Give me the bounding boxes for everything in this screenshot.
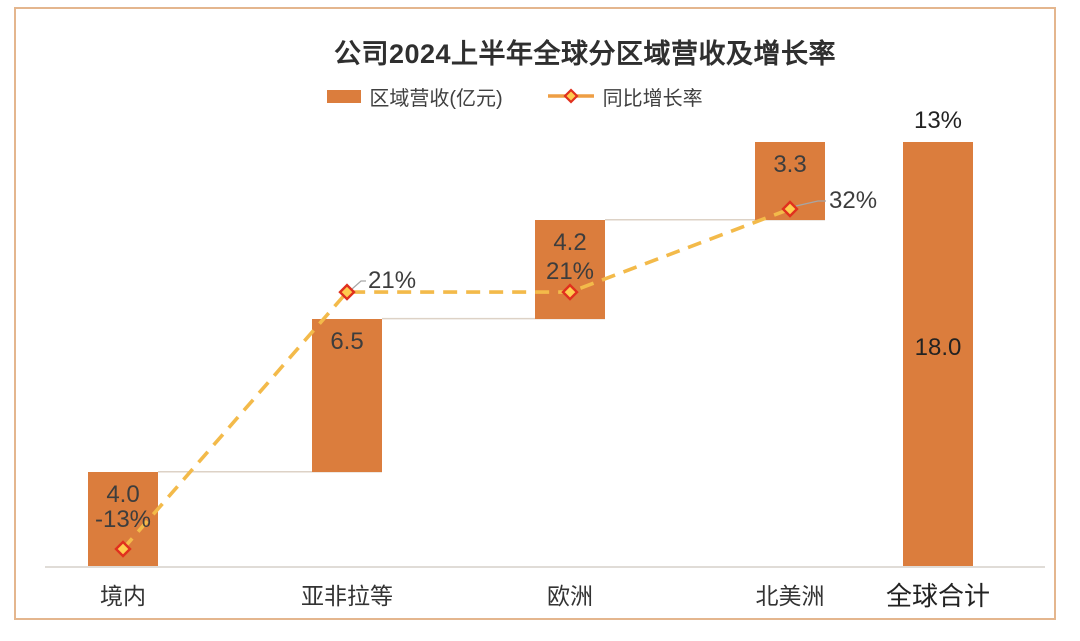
growth-rate-label: -13% — [94, 506, 152, 533]
bar-value-label: 4.0 — [106, 480, 140, 508]
legend-revenue-label: 区域营收(亿元) — [369, 87, 503, 110]
x-axis-label-4: 全球合计 — [885, 581, 991, 611]
bar-value-label: 18.0 — [914, 334, 962, 361]
line-legend-marker-icon — [547, 88, 594, 104]
legend-item-revenue: 区域营收(亿元) — [327, 82, 503, 111]
bar-value-label: 4.2 — [553, 228, 587, 256]
growth-rate-label: 32% — [829, 187, 878, 214]
growth-rate-label: 21% — [368, 267, 417, 294]
legend-item-growth: 同比增长率 — [547, 82, 703, 111]
revenue-bar-4 — [903, 142, 973, 566]
growth-rate-label: 13% — [913, 107, 963, 134]
chart-title: 公司2024上半年全球分区域营收及增长率 — [333, 39, 837, 69]
bar-value-label: 6.5 — [330, 327, 364, 355]
x-axis-label-2: 欧洲 — [547, 583, 593, 609]
bar-value-label: 3.3 — [773, 151, 807, 178]
growth-rate-label: 21% — [545, 258, 595, 285]
x-axis-label-0: 境内 — [100, 583, 146, 609]
bar-legend-swatch-icon — [327, 89, 362, 103]
legend-growth-label: 同比增长率 — [602, 87, 703, 110]
legend: 区域营收(亿元) 同比增长率 — [0, 82, 1030, 111]
x-axis-label-3: 北美洲 — [755, 583, 825, 609]
x-axis-label-1: 亚非拉等 — [301, 583, 393, 609]
